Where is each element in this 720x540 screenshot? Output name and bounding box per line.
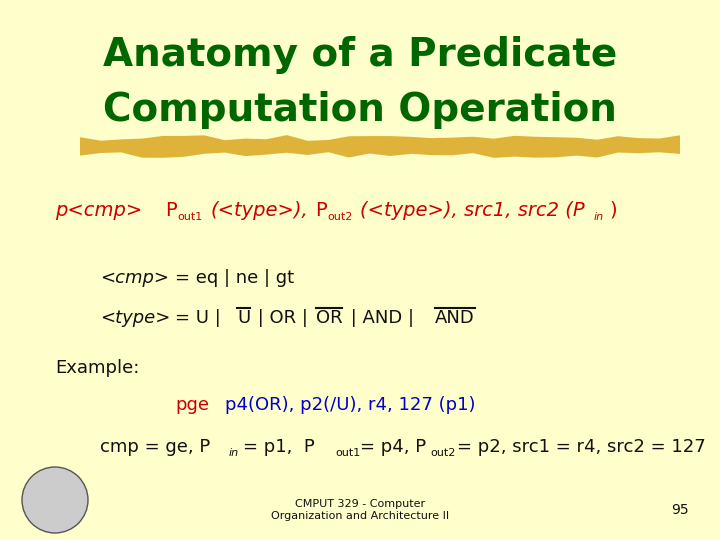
Text: p4(OR), p2(/U), r4, 127 (p1): p4(OR), p2(/U), r4, 127 (p1) (225, 396, 475, 414)
Text: <cmp>: <cmp> (100, 269, 169, 287)
Text: <type>: <type> (100, 309, 171, 327)
Text: ): ) (609, 200, 616, 219)
Polygon shape (80, 135, 680, 158)
Text: | OR |: | OR | (252, 309, 314, 327)
Text: out2: out2 (430, 448, 455, 458)
Text: OR: OR (316, 309, 343, 327)
Text: Computation Operation: Computation Operation (103, 91, 617, 129)
Text: (<type>),: (<type>), (210, 200, 307, 219)
Text: cmp = ge, P: cmp = ge, P (100, 438, 210, 456)
Text: = p4, P: = p4, P (360, 438, 426, 456)
Text: U: U (237, 309, 251, 327)
Text: p<cmp>: p<cmp> (55, 200, 143, 219)
Text: Example:: Example: (55, 359, 140, 377)
Text: AND: AND (435, 309, 474, 327)
Circle shape (22, 467, 88, 533)
Text: | AND |: | AND | (345, 309, 420, 327)
Text: out2: out2 (327, 212, 352, 222)
Text: = eq | ne | gt: = eq | ne | gt (175, 269, 294, 287)
Text: 95: 95 (671, 503, 689, 517)
Text: pge: pge (175, 396, 209, 414)
Text: out1: out1 (335, 448, 360, 458)
Text: out1: out1 (177, 212, 202, 222)
Text: = p1,  P: = p1, P (243, 438, 315, 456)
Text: in: in (229, 448, 239, 458)
Text: P: P (315, 200, 327, 219)
Text: in: in (594, 212, 604, 222)
Text: = p2, src1 = r4, src2 = 127: = p2, src1 = r4, src2 = 127 (457, 438, 706, 456)
Text: (<type>), src1, src2 (P: (<type>), src1, src2 (P (360, 200, 585, 219)
Text: Anatomy of a Predicate: Anatomy of a Predicate (103, 36, 617, 74)
Text: CMPUT 329 - Computer
Organization and Architecture II: CMPUT 329 - Computer Organization and Ar… (271, 499, 449, 521)
Text: P: P (165, 200, 176, 219)
Text: = U |: = U | (175, 309, 227, 327)
